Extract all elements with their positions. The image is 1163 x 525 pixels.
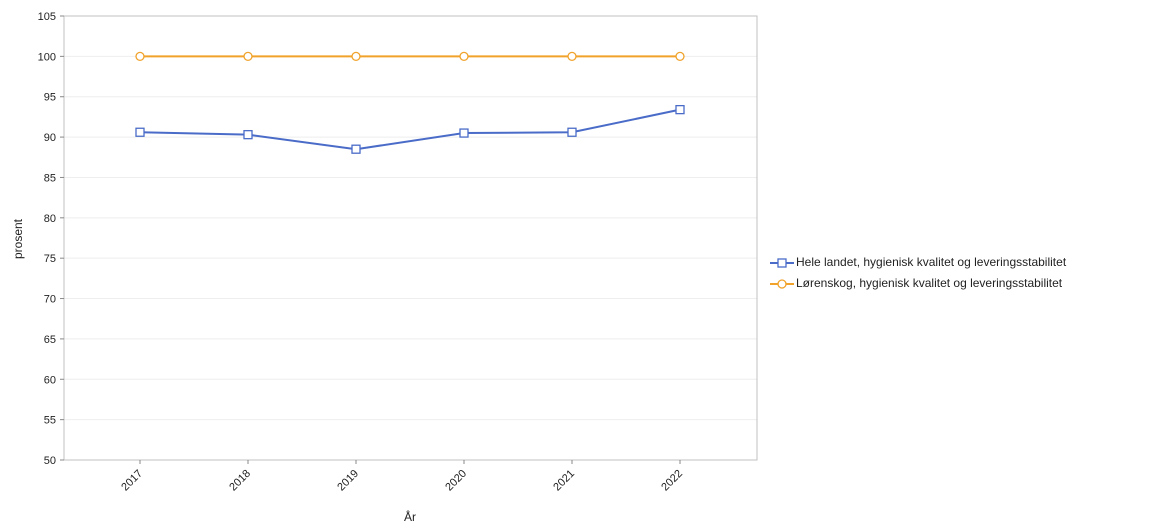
x-tick-label: 2018: [227, 468, 253, 494]
y-tick-label: 90: [44, 132, 56, 144]
data-point: [243, 51, 253, 62]
plot-area: [63, 15, 758, 461]
y-tick-label: 100: [38, 51, 56, 63]
legend-label-hele-landet: Hele landet, hygienisk kvalitet og lever…: [796, 255, 1067, 269]
y-tick-label: 55: [44, 415, 56, 427]
y-axis-title: prosent: [11, 218, 25, 259]
data-point: [675, 104, 685, 115]
y-tick-label: 65: [44, 334, 56, 346]
y-tick-label: 85: [44, 172, 56, 184]
x-axis-title: År: [404, 509, 416, 524]
data-point: [135, 51, 145, 62]
series-0: [135, 104, 685, 154]
y-tick-label: 70: [44, 294, 56, 306]
data-point: [351, 144, 361, 154]
data-point: [135, 127, 145, 137]
legend-label-lorenskog: Lørenskog, hygienisk kvalitet og leverin…: [796, 276, 1063, 290]
x-tick-label: 2021: [551, 468, 577, 494]
y-tick-label: 80: [44, 213, 56, 225]
data-point: [567, 127, 577, 137]
legend-item-hele-landet: Hele landet, hygienisk kvalitet og lever…: [770, 252, 1066, 273]
y-tick-label: 105: [38, 11, 56, 23]
data-point: [243, 130, 253, 140]
legend-circle-marker-icon: [770, 278, 794, 289]
y-tick-label: 50: [44, 455, 56, 467]
y-axis-ticks: 50 55 60 65 70 75 80 85 90 95 100 105: [38, 11, 64, 467]
legend-item-lorenskog: Lørenskog, hygienisk kvalitet og leverin…: [770, 273, 1066, 294]
y-tick-label: 60: [44, 374, 56, 386]
legend-square-marker-icon: [770, 257, 794, 268]
data-point: [459, 128, 469, 138]
x-tick-label: 2020: [443, 468, 469, 494]
data-point: [351, 51, 361, 62]
x-tick-label: 2017: [119, 468, 145, 494]
x-tick-label: 2022: [659, 468, 685, 494]
grid-lines: [64, 55, 757, 421]
series-line: [139, 108, 681, 151]
y-tick-label: 95: [44, 92, 56, 104]
data-point: [675, 51, 685, 62]
x-axis-ticks: 2017 2018 2019 2020 2021 2022: [119, 460, 685, 493]
series-1: [135, 51, 685, 62]
legend: Hele landet, hygienisk kvalitet og lever…: [770, 252, 1066, 294]
series-layer: [135, 51, 685, 154]
y-tick-label: 75: [44, 253, 56, 265]
data-point: [567, 51, 577, 62]
x-tick-label: 2019: [335, 468, 361, 494]
data-point: [459, 51, 469, 62]
